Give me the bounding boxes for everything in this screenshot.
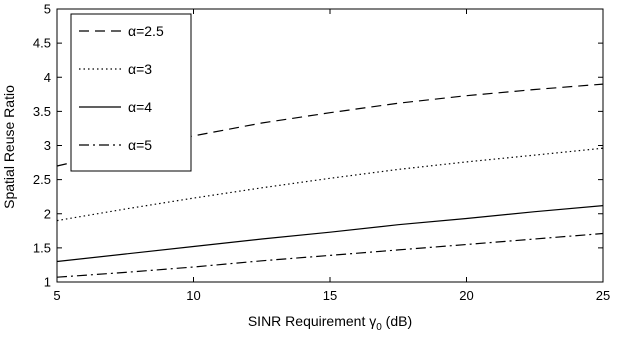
x-axis-label-symbol: γ [369, 313, 376, 329]
y-tick-label: 4.5 [33, 36, 51, 51]
x-axis-label-prefix: SINR Requirement [248, 313, 369, 329]
x-tick-label: 15 [323, 288, 337, 303]
x-axis-label-suffix: (dB) [382, 313, 412, 329]
series-line-1 [56, 83, 604, 167]
y-tick-label: 4 [44, 70, 51, 85]
y-tick-label: 5 [44, 2, 51, 17]
legend: α=2.5 α=3 α=4 α=5 [70, 13, 192, 172]
x-tick-label: 25 [596, 288, 610, 303]
y-tick-label: 2 [44, 206, 51, 221]
x-axis-label-subscript: 0 [376, 322, 382, 333]
x-tick-label: 10 [186, 288, 200, 303]
x-tick-label: 20 [459, 288, 473, 303]
y-tick-label: 1.5 [33, 240, 51, 255]
legend-label-4: α=5 [128, 137, 152, 153]
legend-box [70, 13, 192, 172]
ticks: 5 10 15 20 25 1 1.5 2 2.5 3 3.5 4 4.5 5 [33, 2, 610, 304]
x-tick-label: 5 [53, 288, 60, 303]
legend-label-2: α=3 [128, 61, 152, 77]
y-axis-label: Spatial Reuse Ratio [1, 85, 17, 209]
series-line-3 [56, 205, 604, 263]
y-tick-label: 3 [44, 138, 51, 153]
y-tick-label: 3.5 [33, 104, 51, 119]
series-line-2 [56, 147, 604, 222]
legend-label-3: α=4 [128, 99, 152, 115]
series-lines [56, 83, 604, 278]
legend-label-1: α=2.5 [128, 23, 164, 39]
y-tick-label: 1 [44, 275, 51, 290]
y-tick-label: 2.5 [33, 172, 51, 187]
x-axis-label: SINR Requirement γ0 (dB) [248, 313, 412, 333]
